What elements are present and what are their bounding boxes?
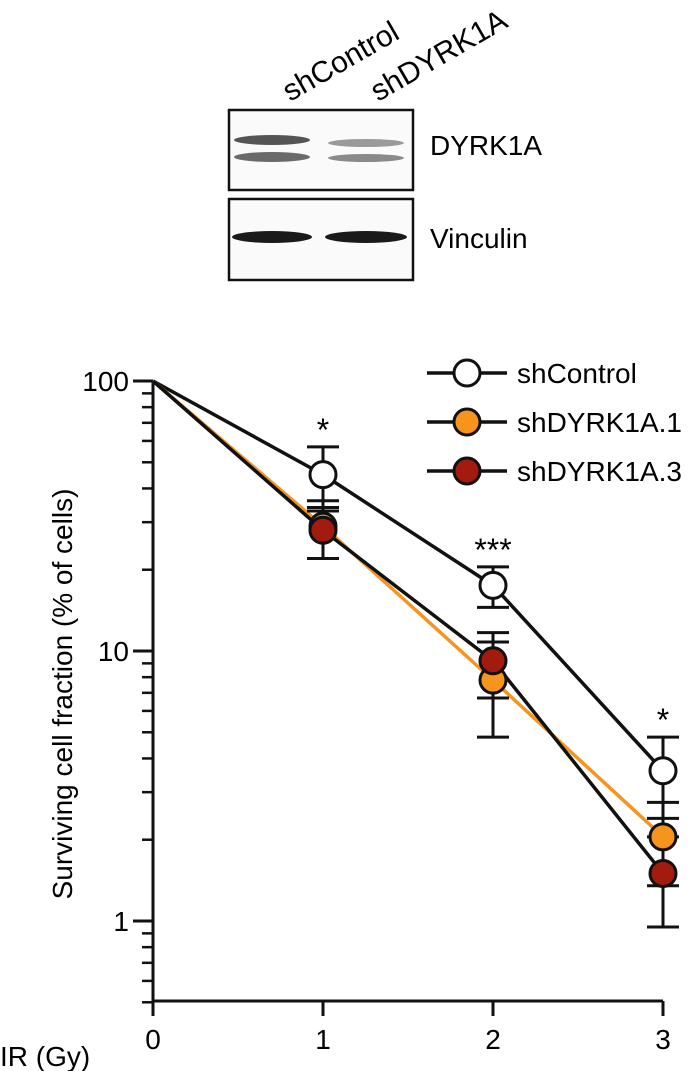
data-point-2 <box>478 646 508 676</box>
y-tick-label: 100 <box>82 366 129 397</box>
y-tick-label: 10 <box>98 636 129 667</box>
legend-label-1: shDYRK1A.1 <box>517 407 682 438</box>
data-point-0 <box>648 756 678 786</box>
x-axis-title: IR (Gy) <box>0 1041 90 1071</box>
blot-label-dyrk1a: DYRK1A <box>430 130 542 161</box>
legend-label-0: shControl <box>517 358 637 389</box>
significance-marker: * <box>657 702 669 738</box>
data-point-1 <box>648 822 678 852</box>
significance-annotations: ***** <box>317 412 669 738</box>
x-tick-label: 1 <box>315 1024 331 1055</box>
data-point-0 <box>308 460 338 490</box>
band-dyrk1a-lane1-upper <box>234 135 310 145</box>
y-tick-label: 1 <box>113 906 129 937</box>
legend-marker-1 <box>452 407 482 437</box>
legend-marker-2 <box>452 456 482 486</box>
axes: 1 10 100 0 1 2 3 <box>82 366 671 1055</box>
data-point-0 <box>478 570 508 600</box>
x-tick-label: 0 <box>145 1024 161 1055</box>
band-dyrk1a-lane1-lower <box>234 152 310 162</box>
series-line-2 <box>151 379 665 875</box>
band-dyrk1a-lane2-upper <box>328 139 404 147</box>
data-markers <box>308 460 678 888</box>
band-dyrk1a-lane2-lower <box>328 154 404 162</box>
band-vinculin-lane1 <box>232 231 312 243</box>
significance-marker: *** <box>474 532 511 568</box>
legend-marker-0 <box>452 358 482 388</box>
y-axis-title: Surviving cell fraction (% of cells) <box>47 489 78 900</box>
blot-box-dyrk1a <box>227 108 415 192</box>
legend: shControl shDYRK1A.1 shDYRK1A.3 <box>427 358 682 487</box>
legend-label-2: shDYRK1A.3 <box>517 456 682 487</box>
significance-marker: * <box>317 412 329 448</box>
band-vinculin-lane2 <box>325 231 407 243</box>
blot-label-vinculin: Vinculin <box>430 223 528 254</box>
series-line-0 <box>152 379 665 772</box>
series-lines <box>151 379 665 875</box>
data-point-2 <box>648 858 678 888</box>
western-blot: shControl shDYRK1A DYRK1A Vinculin <box>227 4 542 282</box>
data-point-2 <box>308 515 338 545</box>
x-tick-label: 3 <box>655 1024 671 1055</box>
x-tick-label: 2 <box>485 1024 501 1055</box>
